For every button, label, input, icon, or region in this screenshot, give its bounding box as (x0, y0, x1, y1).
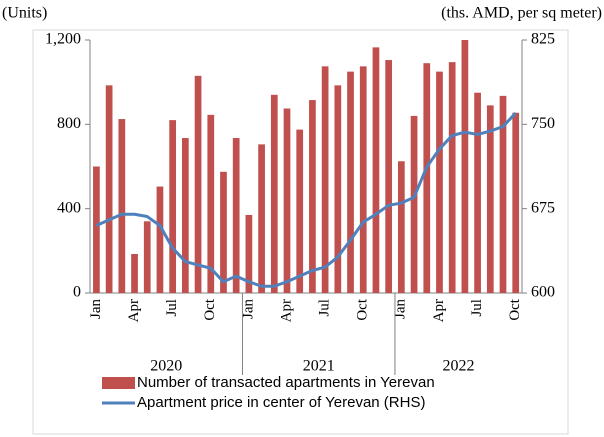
bar (448, 62, 456, 294)
x-tick-label: Apr (278, 299, 294, 322)
year-label: 2020 (150, 358, 182, 375)
bar (181, 138, 189, 293)
y-tick-label: 800 (57, 115, 81, 132)
bar (232, 138, 240, 293)
bar (334, 85, 342, 294)
x-tick-label: Jul (316, 299, 332, 317)
bar (423, 63, 431, 293)
x-tick-label: Jan (393, 299, 409, 319)
x-tick-label: Jul (164, 299, 180, 317)
y2-tick-label: 750 (531, 115, 555, 132)
bar (486, 105, 494, 293)
bar (372, 47, 380, 293)
year-label: 2022 (442, 358, 474, 375)
x-tick-label: Oct (507, 298, 523, 320)
bar (270, 94, 278, 293)
bar (131, 253, 138, 293)
bar (143, 221, 151, 293)
y2-axis-label: (ths. AMD, per sq meter) (441, 5, 602, 22)
bar (118, 119, 126, 293)
y2-tick-label: 675 (531, 199, 555, 216)
bar (309, 100, 316, 294)
bar (385, 60, 393, 293)
bar (283, 108, 291, 293)
bar (397, 161, 405, 293)
x-tick-label: Oct (202, 298, 218, 320)
bar (296, 129, 304, 293)
bar (461, 40, 469, 293)
bar (220, 171, 227, 293)
bar (169, 120, 177, 293)
y-tick-label: 0 (73, 284, 81, 301)
y2-tick-label: 600 (531, 284, 555, 301)
legend-label: Number of transacted apartments in Yerev… (137, 374, 435, 391)
bar (194, 75, 202, 293)
x-tick-label: Jul (469, 299, 485, 317)
legend-label: Apartment price in center of Yerevan (RH… (137, 394, 425, 411)
bar (245, 214, 253, 293)
y-tick-label: 1,200 (45, 31, 81, 48)
bar (436, 71, 443, 293)
bar (359, 66, 367, 294)
bar (474, 92, 481, 293)
bar (499, 95, 507, 293)
x-tick-label: Jan (88, 299, 104, 319)
bar (105, 85, 113, 294)
x-tick-label: Oct (355, 298, 371, 320)
y2-tick-label: 825 (531, 31, 555, 48)
bar (410, 115, 418, 294)
legend-swatch (102, 377, 135, 389)
chart-border (32, 29, 569, 435)
bar (207, 114, 215, 294)
line (95, 112, 517, 288)
bar (156, 186, 164, 293)
bar (347, 71, 354, 293)
year-label: 2021 (303, 358, 335, 375)
x-tick-label: Apr (431, 299, 447, 322)
bar (93, 166, 100, 293)
y-axis-label: (Units) (2, 5, 47, 22)
bar (512, 112, 520, 293)
bar (258, 144, 265, 293)
x-tick-label: Jan (240, 299, 256, 319)
bar (321, 66, 329, 294)
y-tick-label: 400 (57, 199, 81, 216)
x-tick-label: Apr (126, 299, 142, 322)
